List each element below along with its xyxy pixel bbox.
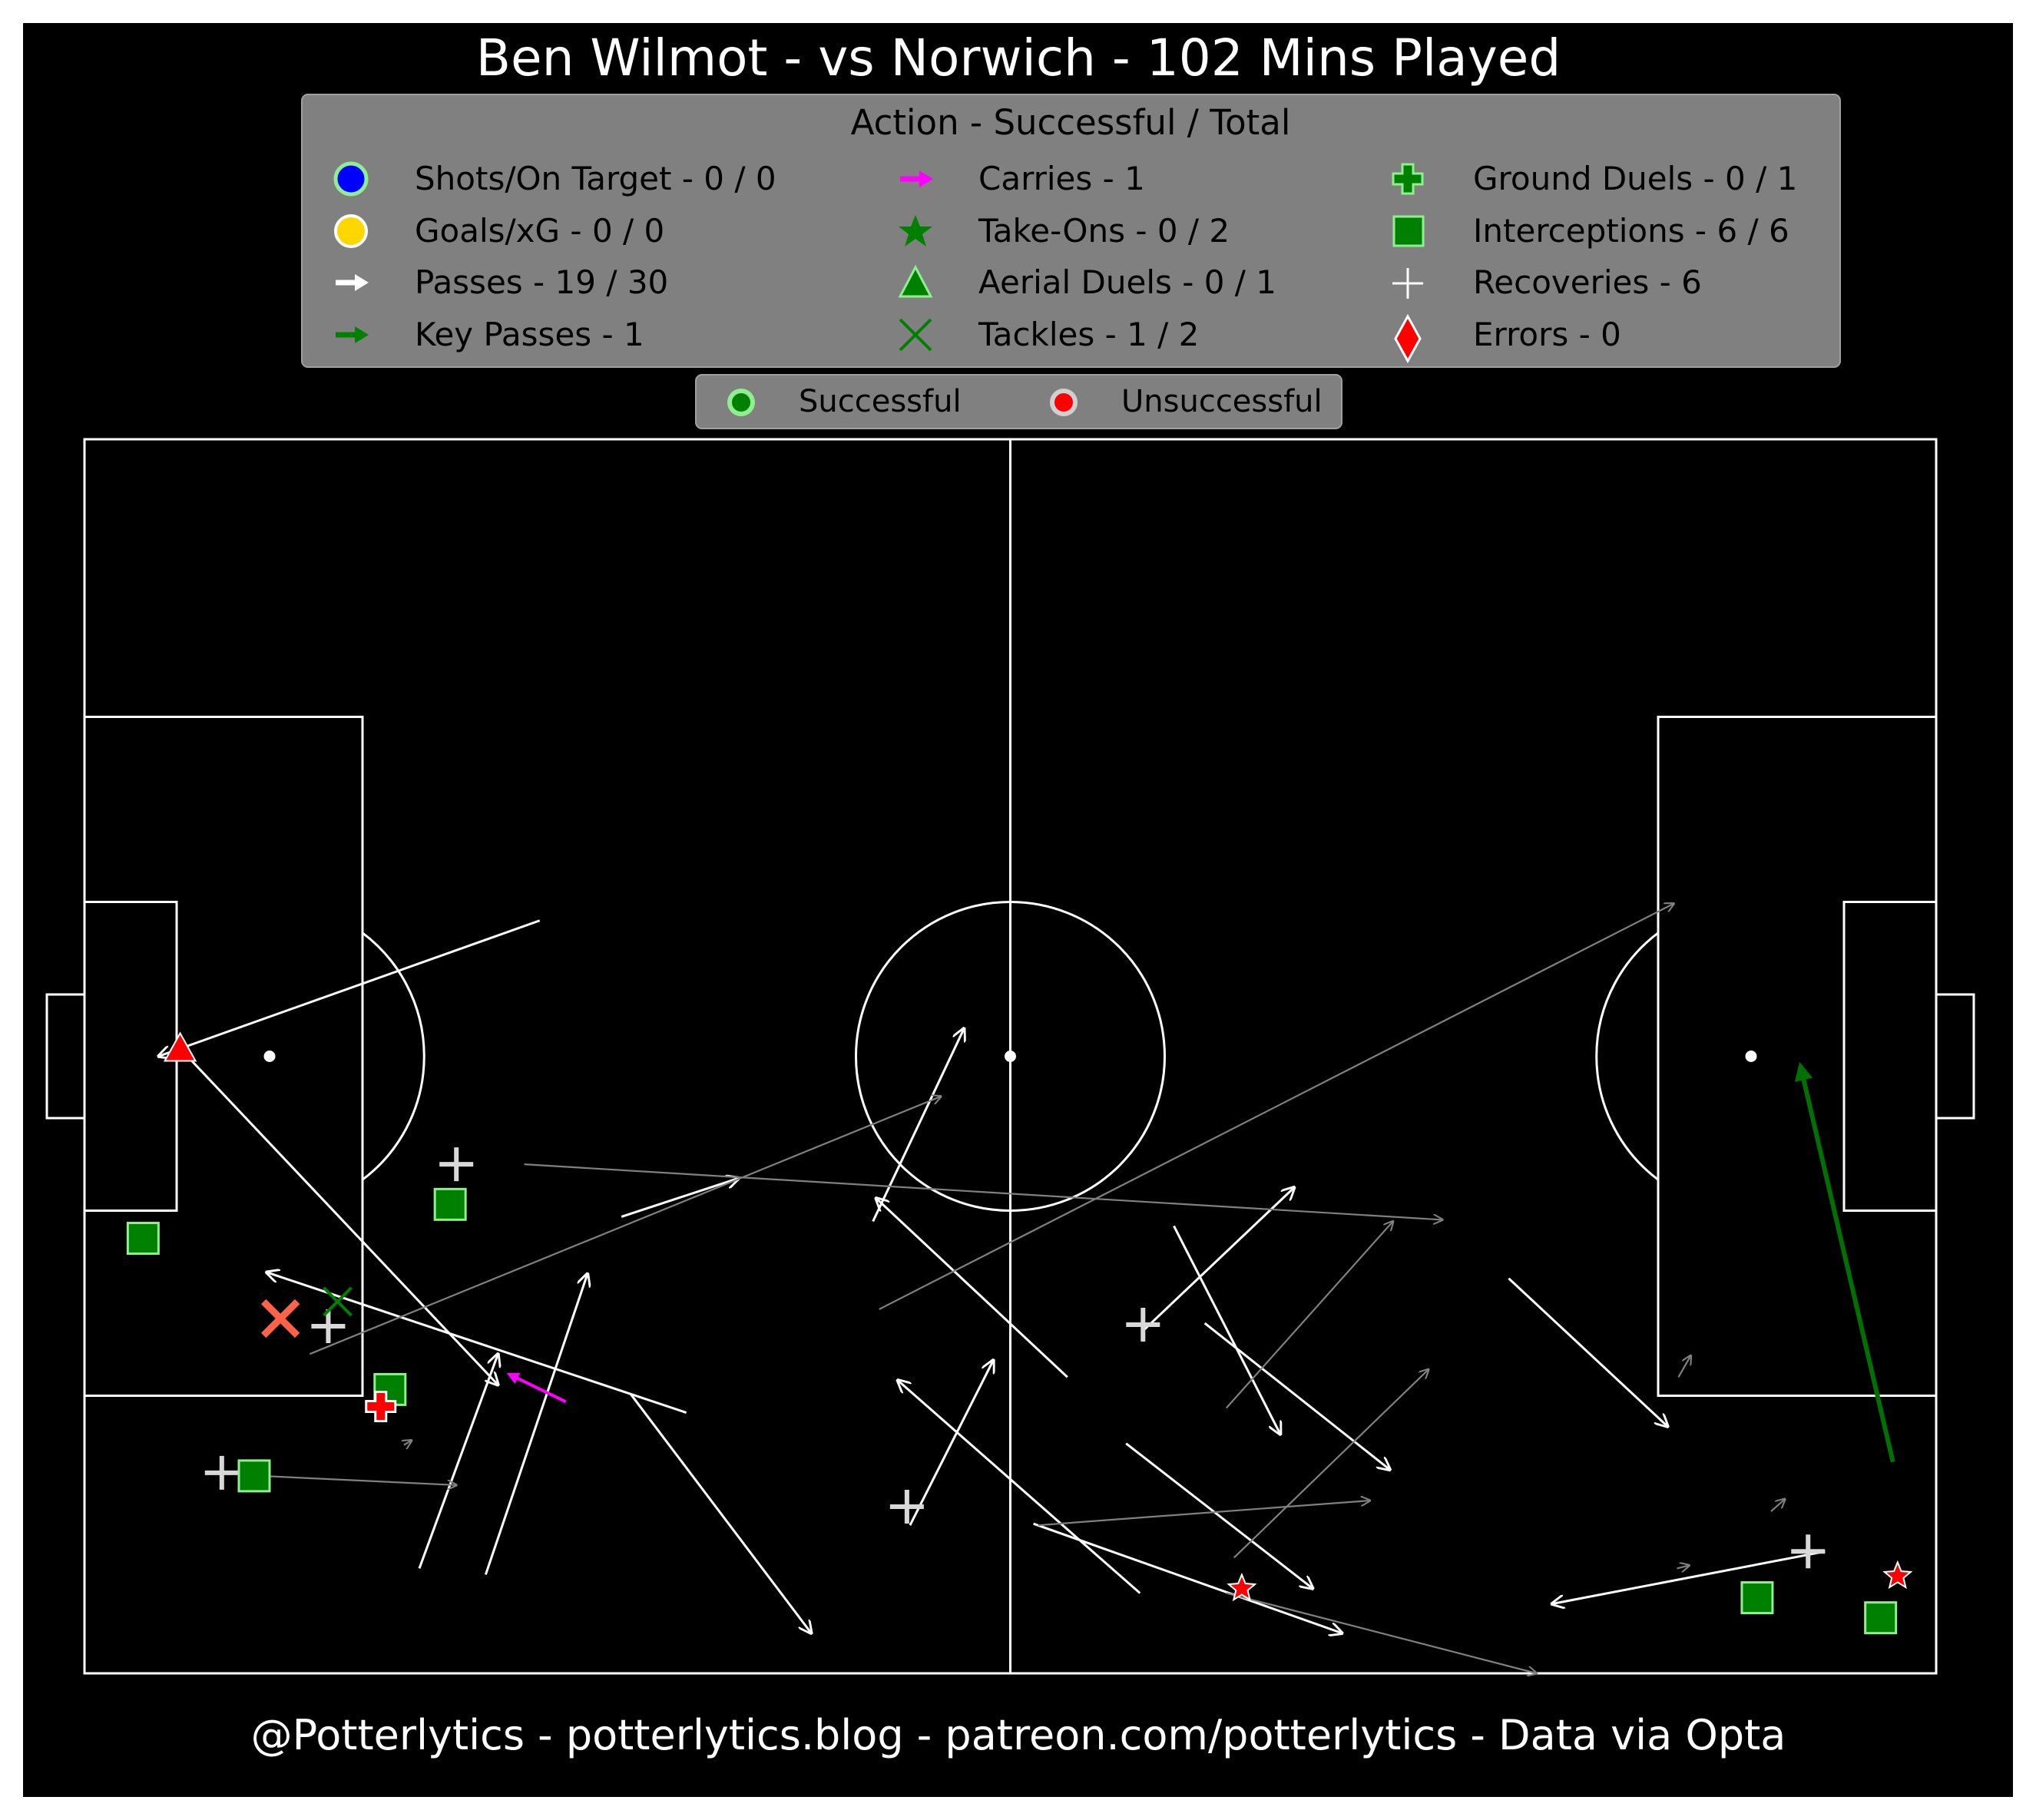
pass-arrow-unsuccessful-29 bbox=[404, 1441, 412, 1445]
take-on-star-0 bbox=[1227, 1572, 1257, 1602]
pass-arrow-successful-4 bbox=[418, 1354, 498, 1569]
centre-spot bbox=[1005, 1051, 1016, 1062]
pass-arrow-unsuccessful-23 bbox=[1038, 1501, 1370, 1527]
pass-arrow-successful-1 bbox=[179, 1047, 498, 1385]
pass-arrow-unsuccessful-18 bbox=[524, 1163, 1442, 1219]
legend-successful-label: Successful bbox=[799, 384, 962, 419]
pass-arrow-unsuccessful-28 bbox=[1677, 1565, 1689, 1568]
pass-arrow-successful-3 bbox=[621, 1178, 739, 1218]
legend-unsuccessful-label: Unsuccessful bbox=[1121, 384, 1323, 419]
left-goal bbox=[45, 993, 86, 1120]
pass-arrow-successful-13 bbox=[1203, 1322, 1390, 1470]
legend-title: Action - Successful / Total bbox=[851, 102, 1291, 143]
recovery-plus-4 bbox=[1126, 1308, 1160, 1342]
unsuccessful-circle-icon bbox=[1050, 389, 1078, 416]
pass-arrow-successful-10 bbox=[898, 1380, 1141, 1594]
passes-arrow-icon bbox=[336, 274, 369, 291]
pass-arrow-unsuccessful-27 bbox=[1770, 1499, 1785, 1512]
pass-arrow-successful-16 bbox=[1508, 1277, 1667, 1427]
key-pass-arrow-0 bbox=[1794, 1061, 1895, 1463]
goals-circle-icon bbox=[334, 214, 368, 248]
pitch bbox=[45, 438, 1975, 1675]
tackle-x-unsuccessful-1 bbox=[260, 1299, 300, 1339]
passes-layer bbox=[158, 904, 1826, 1673]
legend-label-aerial-duels: Aerial Duels - 0 / 1 bbox=[978, 263, 1276, 301]
pass-arrow-unsuccessful-25 bbox=[1226, 1592, 1537, 1673]
legend-panel: Action - Successful / Total Shots/On Tar… bbox=[301, 94, 1841, 368]
key-passes-arrow-icon bbox=[336, 326, 369, 343]
right-penalty-arc bbox=[1595, 932, 1659, 1181]
footer-credit: @Potterlytics - potterlytics.blog - patr… bbox=[251, 1711, 1786, 1759]
interception-square-0 bbox=[126, 1222, 160, 1256]
aerial-duels-triangle-icon bbox=[898, 264, 933, 298]
pass-arrow-successful-15 bbox=[1033, 1522, 1342, 1633]
pass-arrow-successful-8 bbox=[876, 1198, 1068, 1378]
key-passes-layer bbox=[1794, 1061, 1895, 1463]
carries-arrow-icon bbox=[900, 170, 933, 187]
carry-arrow-0 bbox=[506, 1372, 567, 1404]
centre-circle bbox=[855, 901, 1166, 1212]
pass-arrow-successful-2 bbox=[267, 1272, 687, 1414]
take-ons-star-icon bbox=[899, 215, 932, 247]
pass-arrow-unsuccessful-26 bbox=[1677, 1355, 1690, 1378]
recovery-plus-0 bbox=[439, 1147, 474, 1182]
chart-title: Ben Wilmot - vs Norwich - 102 Mins Playe… bbox=[476, 28, 1561, 88]
left-penalty-arc bbox=[362, 932, 425, 1181]
legend-label-goals: Goals/xG - 0 / 0 bbox=[415, 212, 664, 250]
legend-label-shots: Shots/On Target - 0 / 0 bbox=[415, 160, 776, 197]
legend-label-ground-duels: Ground Duels - 0 / 1 bbox=[1473, 160, 1797, 197]
pass-arrow-unsuccessful-21 bbox=[879, 904, 1674, 1310]
legend-label-take-ons: Take-Ons - 0 / 2 bbox=[978, 212, 1230, 250]
legend-label-carries: Carries - 1 bbox=[978, 160, 1145, 197]
interception-square-5 bbox=[1864, 1601, 1898, 1635]
recovery-plus-2 bbox=[204, 1455, 239, 1490]
ground-duel-plus-0 bbox=[365, 1390, 397, 1422]
carries-layer bbox=[506, 1372, 567, 1404]
tackle-x-b-0 bbox=[323, 1286, 353, 1317]
pass-arrow-successful-12 bbox=[1173, 1225, 1280, 1434]
shots-circle-icon bbox=[333, 161, 369, 197]
errors-diamond-icon bbox=[1394, 313, 1422, 364]
recovery-plus-3 bbox=[889, 1490, 924, 1524]
left-penalty-spot bbox=[263, 1051, 276, 1062]
interception-square-3 bbox=[237, 1459, 271, 1493]
pass-arrow-successful-9 bbox=[909, 1360, 993, 1526]
tackles-x-icon bbox=[899, 318, 932, 352]
recovery-plus-5 bbox=[1791, 1534, 1826, 1569]
interceptions-square-icon bbox=[1392, 215, 1425, 247]
legend-label-tackles: Tackles - 1 / 2 bbox=[978, 316, 1199, 353]
legend-label-passes: Passes - 19 / 30 bbox=[415, 263, 668, 301]
event-markers-layer bbox=[126, 1031, 1913, 1635]
legend-label-interceptions: Interceptions - 6 / 6 bbox=[1473, 212, 1789, 250]
tackle-x-successful-0 bbox=[323, 1286, 353, 1317]
right-penalty-spot bbox=[1745, 1051, 1757, 1062]
pass-arrow-successful-14 bbox=[1125, 1442, 1313, 1589]
successful-circle-icon bbox=[727, 389, 755, 416]
outcome-legend: Successful Unsuccessful bbox=[695, 374, 1342, 429]
pass-arrow-unsuccessful-19 bbox=[309, 1097, 941, 1355]
ground-duels-plus-icon bbox=[1392, 163, 1424, 195]
legend-label-recoveries: Recoveries - 6 bbox=[1473, 263, 1702, 301]
pass-arrow-unsuccessful-20 bbox=[260, 1474, 456, 1485]
interception-square-1 bbox=[433, 1187, 467, 1221]
take-on-star-1 bbox=[1882, 1560, 1913, 1590]
pass-arrow-successful-17 bbox=[1552, 1550, 1826, 1603]
pass-arrow-successful-11 bbox=[1144, 1187, 1294, 1331]
aerial-duel-triangle-0 bbox=[163, 1031, 197, 1062]
pass-arrow-successful-0 bbox=[158, 919, 541, 1057]
pass-arrow-successful-7 bbox=[872, 1028, 965, 1223]
pass-arrow-unsuccessful-22 bbox=[1225, 1221, 1393, 1409]
pass-arrow-successful-6 bbox=[630, 1393, 811, 1633]
tackle-x-b-1 bbox=[260, 1299, 300, 1339]
right-goal bbox=[1935, 993, 1975, 1120]
legend-label-errors: Errors - 0 bbox=[1473, 316, 1621, 353]
pass-arrow-successful-5 bbox=[484, 1274, 588, 1575]
pass-arrow-unsuccessful-24 bbox=[1233, 1369, 1429, 1559]
recoveries-plus-icon bbox=[1392, 268, 1423, 299]
interception-square-4 bbox=[1740, 1581, 1774, 1615]
recovery-plus-1 bbox=[311, 1309, 346, 1344]
legend-label-key-passes: Key Passes - 1 bbox=[415, 316, 644, 353]
